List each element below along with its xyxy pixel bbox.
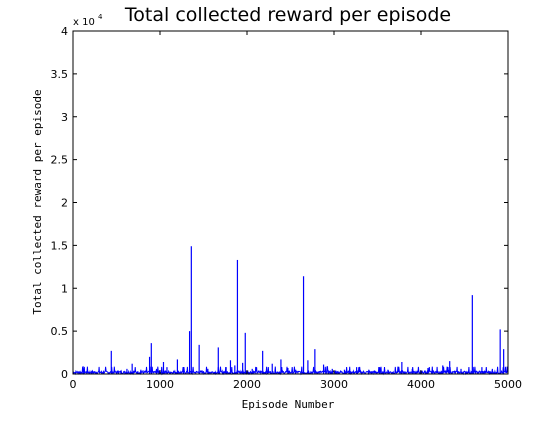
series-layer	[72, 246, 509, 376]
y-tick-label: 1.5	[51, 239, 69, 252]
y-multiplier-label: x 10	[73, 17, 95, 28]
y-multiplier-exponent: 4	[98, 13, 103, 21]
y-tick-label: 3	[61, 111, 68, 124]
y-axis-label: Total collected reward per episode	[31, 89, 44, 314]
y-tick-label: 0.5	[51, 325, 69, 338]
y-tick-label: 2.5	[51, 154, 69, 167]
x-tick-label: 0	[70, 378, 77, 391]
plot-area	[73, 31, 508, 374]
x-axis-label: Episode Number	[242, 398, 335, 411]
x-tick-label: 3000	[320, 378, 348, 391]
y-tick-label: 0	[61, 368, 68, 381]
y-tick-label: 1	[61, 282, 68, 295]
x-tick-label: 5000	[494, 378, 522, 391]
x-tick-label: 2000	[233, 378, 261, 391]
series-0-baseline-line	[72, 365, 509, 376]
y-tick-label: 3.5	[51, 68, 69, 81]
y-tick-label: 2	[61, 197, 68, 210]
y-tick-label: 4	[61, 25, 68, 38]
ticks-layer: 0 1000 2000 3000 4000 5000 0 0.5 1 1.5 2 2.5 3 3.5 4	[51, 25, 523, 391]
x-tick-label: 1000	[146, 378, 174, 391]
x-tick-label: 4000	[407, 378, 435, 391]
chart-title: Total collected reward per episode	[124, 4, 451, 26]
